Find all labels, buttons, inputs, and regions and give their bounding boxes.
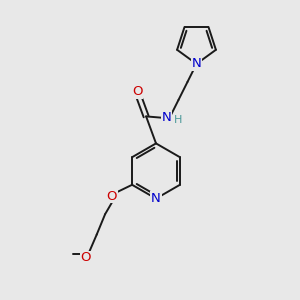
Text: O: O (132, 85, 142, 98)
Text: N: N (192, 57, 201, 70)
Text: O: O (81, 251, 91, 264)
Text: O: O (107, 190, 117, 203)
Text: H: H (174, 115, 182, 125)
Text: N: N (162, 111, 171, 124)
Text: N: N (151, 192, 161, 205)
